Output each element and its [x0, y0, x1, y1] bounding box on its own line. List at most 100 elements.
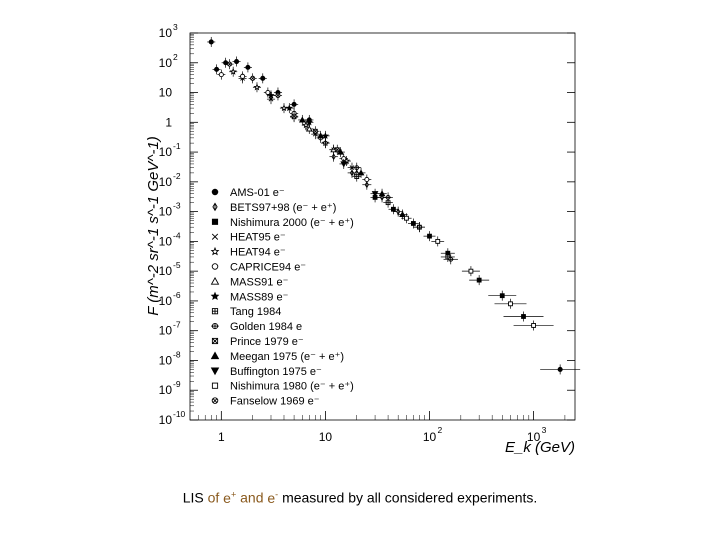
- data-point: [413, 222, 426, 233]
- point-marker: [364, 176, 370, 183]
- data-point: [217, 69, 226, 80]
- x-tick-exponent-3: 3: [542, 425, 547, 435]
- y-tick-label-13: 10: [159, 413, 173, 427]
- point-marker: [364, 181, 369, 189]
- data-point: [431, 236, 445, 247]
- caption-e-minus: e-: [267, 489, 278, 506]
- data-point: [238, 71, 247, 82]
- data-point: [352, 162, 362, 173]
- data-point: [248, 73, 257, 84]
- data-point: [225, 59, 234, 70]
- legend-label: Buffington 1975 e⁻: [230, 366, 322, 378]
- data-point: [229, 66, 238, 77]
- data-point: [258, 73, 267, 84]
- legend-marker: [211, 382, 219, 389]
- x-tick-label-3: 10: [527, 430, 541, 444]
- y-tick-label-4: 10: [159, 145, 173, 159]
- legend-marker: [210, 246, 220, 256]
- y-tick-exponent-11: -8: [173, 349, 181, 359]
- legend-marker: [211, 263, 219, 270]
- point-marker: [234, 59, 240, 65]
- caption-e-plus: e+: [223, 489, 237, 506]
- legend-label: HEAT94 e⁻: [230, 247, 286, 259]
- legend-label: MASS89 e⁻: [230, 291, 289, 303]
- data-point: [362, 174, 372, 185]
- legend-marker: [210, 367, 220, 376]
- y-tick-label-9: 10: [159, 294, 173, 308]
- legend-entry: Nishimura 2000 (e⁻ + e⁺): [211, 217, 354, 229]
- legend-marker: [211, 397, 219, 404]
- data-point: [207, 36, 216, 47]
- point-marker: [312, 128, 318, 134]
- legend-entry: Meegan 1975 (e⁻ + e⁺): [210, 351, 344, 363]
- point-marker: [260, 75, 266, 81]
- point-marker: [229, 67, 237, 75]
- y-tick-label-12: 10: [159, 383, 173, 397]
- legend-marker: [211, 188, 219, 196]
- y-tick-label-11: 10: [159, 353, 173, 367]
- point-marker: [416, 224, 423, 230]
- legend-label: CAPRICE94 e⁻: [230, 262, 306, 274]
- y-axis-label: F (m^-2 sr^-1 s^-1 GeV^-1): [145, 136, 162, 316]
- y-tick-exponent-13: -10: [173, 409, 186, 419]
- y-tick-exponent-5: -2: [173, 171, 181, 181]
- legend-label: AMS-01 e⁻: [230, 187, 285, 199]
- legend-label: HEAT95 e⁻: [230, 232, 286, 244]
- point-marker: [208, 39, 214, 45]
- legend-entry: HEAT95 e⁻: [211, 232, 286, 244]
- y-tick-label-2: 10: [159, 86, 173, 100]
- point-marker: [322, 140, 329, 146]
- legend-marker: [211, 233, 219, 240]
- point-marker: [305, 125, 313, 132]
- point-marker: [291, 101, 297, 107]
- legend-label: Nishimura 2000 (e⁻ + e⁺): [230, 217, 354, 229]
- point-marker: [340, 161, 348, 168]
- data-points: [207, 36, 581, 375]
- data-point: [397, 209, 408, 220]
- data-point: [401, 213, 412, 224]
- caption-suffix: measured by all considered experiments.: [282, 489, 538, 506]
- legend-entry: MASS89 e⁻: [210, 291, 289, 303]
- figure-caption: LIS of e+ and e- measured by all conside…: [0, 489, 720, 506]
- point-marker: [357, 169, 365, 176]
- data-point: [388, 204, 399, 215]
- legend-marker: [211, 308, 219, 315]
- point-marker: [353, 165, 360, 171]
- point-marker: [468, 268, 474, 274]
- data-point: [370, 188, 380, 199]
- point-marker: [317, 132, 325, 139]
- data-point: [407, 218, 419, 229]
- x-axis: 1 10 10 2 10 3: [197, 411, 566, 444]
- legend-entry: Nishimura 1980 (e⁻ + e⁺): [211, 381, 354, 393]
- legend-entry: Golden 1984 e: [211, 321, 302, 333]
- y-tick-label-8: 10: [159, 264, 173, 278]
- point-marker: [337, 148, 344, 155]
- point-marker: [557, 366, 563, 372]
- caption-prefix: LIS: [182, 489, 204, 506]
- data-point: [252, 82, 262, 93]
- y-tick-exponent-8: -5: [173, 260, 181, 270]
- data-point: [494, 298, 527, 309]
- point-marker: [285, 104, 293, 112]
- legend-entry: Fanselow 1969 e⁻: [211, 396, 320, 408]
- legend-marker: [212, 202, 218, 212]
- point-marker: [399, 210, 406, 218]
- data-point: [289, 99, 299, 110]
- data-point: [440, 251, 455, 262]
- data-point: [513, 320, 554, 331]
- x-tick-label-2: 10: [423, 430, 437, 444]
- point-marker: [240, 73, 246, 79]
- caption-plus-sign: +: [230, 489, 237, 499]
- caption-e-minus-letter: e: [267, 489, 276, 506]
- data-point: [339, 158, 349, 169]
- y-tick-label-10: 10: [159, 324, 173, 338]
- point-marker: [267, 91, 275, 99]
- data-point: [316, 130, 325, 141]
- legend-entry: Tang 1984: [211, 306, 281, 318]
- data-point: [540, 364, 581, 375]
- point-marker: [334, 147, 340, 153]
- data-point: [266, 90, 276, 101]
- legend-label: Golden 1984 e: [230, 321, 302, 333]
